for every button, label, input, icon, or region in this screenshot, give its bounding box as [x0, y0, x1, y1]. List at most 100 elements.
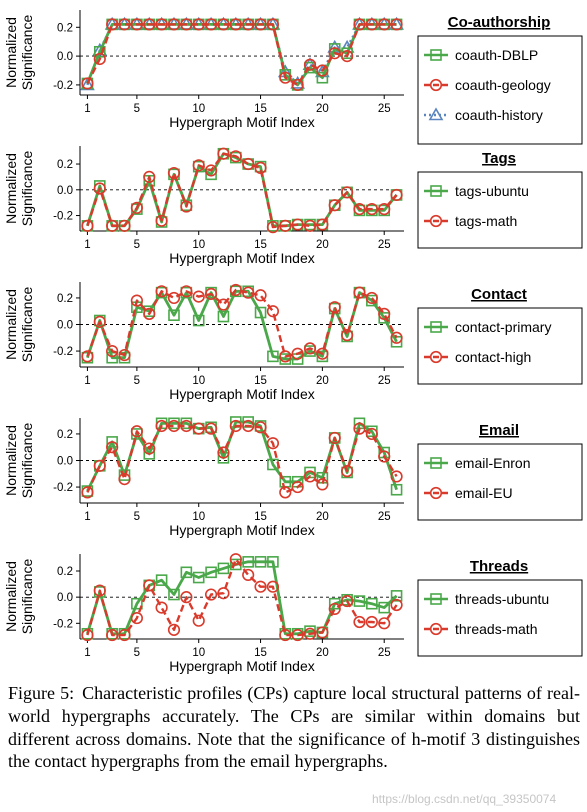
watermark: https://blog.csdn.net/qq_39350074: [372, 792, 557, 806]
data-point: [205, 566, 217, 579]
data-point: [192, 18, 205, 31]
legend-item-email-EU: email-EU: [424, 485, 513, 501]
data-point: [118, 469, 131, 481]
y-tick-label: 0.0: [57, 592, 73, 604]
data-point: [279, 628, 292, 642]
data-point: [180, 566, 193, 579]
data-point: [378, 307, 391, 320]
data-point: [204, 422, 218, 435]
series-coauth-geology: [81, 18, 403, 92]
data-point: [192, 159, 205, 172]
data-point: [267, 350, 279, 363]
data-point: [180, 18, 193, 31]
x-tick-label: 25: [378, 375, 391, 387]
x-tick-label: 5: [134, 375, 140, 387]
data-point: [242, 419, 255, 433]
data-point: [291, 480, 304, 494]
series-contact-high: [81, 283, 403, 363]
data-point: [254, 161, 267, 174]
data-point: [279, 486, 292, 499]
x-tick-label: 20: [316, 103, 329, 115]
data-point: [118, 472, 131, 486]
series-coauth-DBLP: [81, 18, 403, 91]
data-point: [106, 344, 119, 358]
data-point: [192, 614, 205, 627]
legend-item-coauth-geology: coauth-geology: [424, 77, 551, 93]
data-point: [390, 598, 403, 612]
series-email-EU: [81, 419, 403, 499]
x-tick-label: 15: [254, 511, 267, 523]
legend-label: coauth-geology: [455, 77, 551, 93]
legend-label: contact-primary: [455, 319, 551, 335]
data-point: [155, 285, 168, 298]
data-point: [316, 64, 329, 77]
y-tick-label: 0.2: [57, 22, 73, 34]
data-point: [390, 590, 403, 602]
legend-title: Contact: [471, 286, 527, 303]
data-point: [291, 78, 304, 92]
data-point: [180, 419, 193, 433]
x-tick-label: 20: [316, 375, 329, 387]
data-point: [204, 588, 218, 601]
data-point: [93, 52, 106, 66]
data-point: [155, 601, 168, 614]
legend-marker: [428, 107, 444, 121]
data-point: [81, 77, 94, 90]
x-tick-label: 5: [134, 511, 140, 523]
data-point: [266, 221, 280, 234]
legend-title: Email: [479, 422, 519, 439]
data-point: [328, 47, 341, 60]
data-point: [341, 465, 354, 478]
series-line: [86, 152, 398, 229]
x-tick-label: 1: [84, 239, 90, 251]
legend-marker: [429, 214, 443, 228]
data-point: [242, 556, 254, 568]
data-point: [279, 219, 292, 232]
x-tick-label: 15: [254, 375, 267, 387]
legend-marker: [430, 49, 442, 61]
data-point: [143, 18, 156, 31]
data-point: [217, 587, 230, 600]
data-point: [353, 615, 366, 629]
data-point: [316, 347, 329, 360]
data-point: [390, 18, 403, 31]
legend-title: Threads: [470, 558, 528, 575]
data-point: [217, 147, 230, 160]
data-point: [242, 568, 255, 582]
legend-label: contact-high: [455, 349, 531, 365]
data-point: [353, 18, 366, 31]
series-line: [86, 424, 398, 494]
data-point: [328, 431, 341, 445]
legend-label: coauth-DBLP: [455, 47, 538, 63]
data-point: [229, 18, 242, 31]
data-point: [106, 628, 119, 642]
data-point: [254, 580, 267, 593]
data-point: [365, 427, 378, 441]
series-line: [86, 22, 397, 87]
data-point: [217, 446, 230, 459]
data-point: [180, 591, 193, 604]
x-axis-label: Hypergraph Motif Index: [169, 250, 315, 266]
legend-label: threads-math: [455, 621, 537, 637]
data-point: [266, 580, 280, 593]
x-axis-label: Hypergraph Motif Index: [169, 114, 315, 130]
y-tick-label: 0.0: [57, 185, 73, 197]
data-point: [254, 289, 267, 302]
legend-marker: [430, 321, 442, 333]
data-point: [131, 597, 143, 610]
y-tick-label: 0.0: [57, 51, 73, 63]
legend-label: email-EU: [455, 485, 513, 501]
x-tick-label: 15: [254, 103, 267, 115]
series-threads-math: [81, 553, 403, 642]
data-point: [390, 483, 403, 496]
legend-item-coauth-DBLP: coauth-DBLP: [424, 47, 538, 63]
data-point: [254, 18, 267, 31]
y-axis-label: NormalizedSignificance: [3, 559, 35, 635]
legend-item-threads-ubuntu: threads-ubuntu: [424, 591, 549, 607]
data-point: [365, 203, 378, 216]
data-point: [291, 347, 304, 360]
